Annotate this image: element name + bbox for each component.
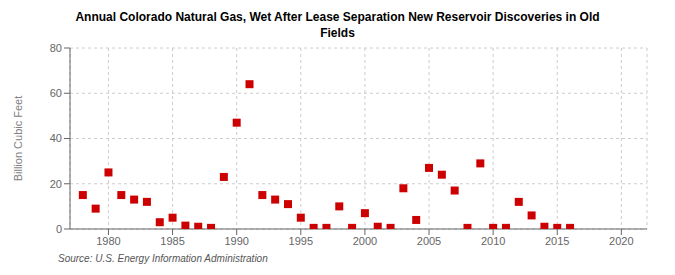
- svg-text:1995: 1995: [289, 235, 313, 247]
- svg-text:1990: 1990: [224, 235, 248, 247]
- svg-text:0: 0: [56, 223, 62, 235]
- svg-text:1980: 1980: [96, 235, 120, 247]
- svg-text:2000: 2000: [353, 235, 377, 247]
- svg-text:Billion Cubic Feet: Billion Cubic Feet: [12, 96, 24, 182]
- svg-text:60: 60: [50, 87, 62, 99]
- svg-text:80: 80: [50, 42, 62, 54]
- html-text:Source: U.S. Energy Informatio: Source: U.S. Energy Information Administ…: [58, 253, 268, 264]
- svg-text:2010: 2010: [481, 235, 505, 247]
- svg-text:1985: 1985: [160, 235, 184, 247]
- html-text:Fields: Fields: [320, 26, 355, 40]
- svg-text:2020: 2020: [609, 235, 633, 247]
- svg-text:2015: 2015: [545, 235, 569, 247]
- svg-text:2005: 2005: [417, 235, 441, 247]
- svg-text:40: 40: [50, 132, 62, 144]
- html-text:Annual Colorado Natural Gas, W: Annual Colorado Natural Gas, Wet After L…: [75, 10, 600, 24]
- svg-text:20: 20: [50, 178, 62, 190]
